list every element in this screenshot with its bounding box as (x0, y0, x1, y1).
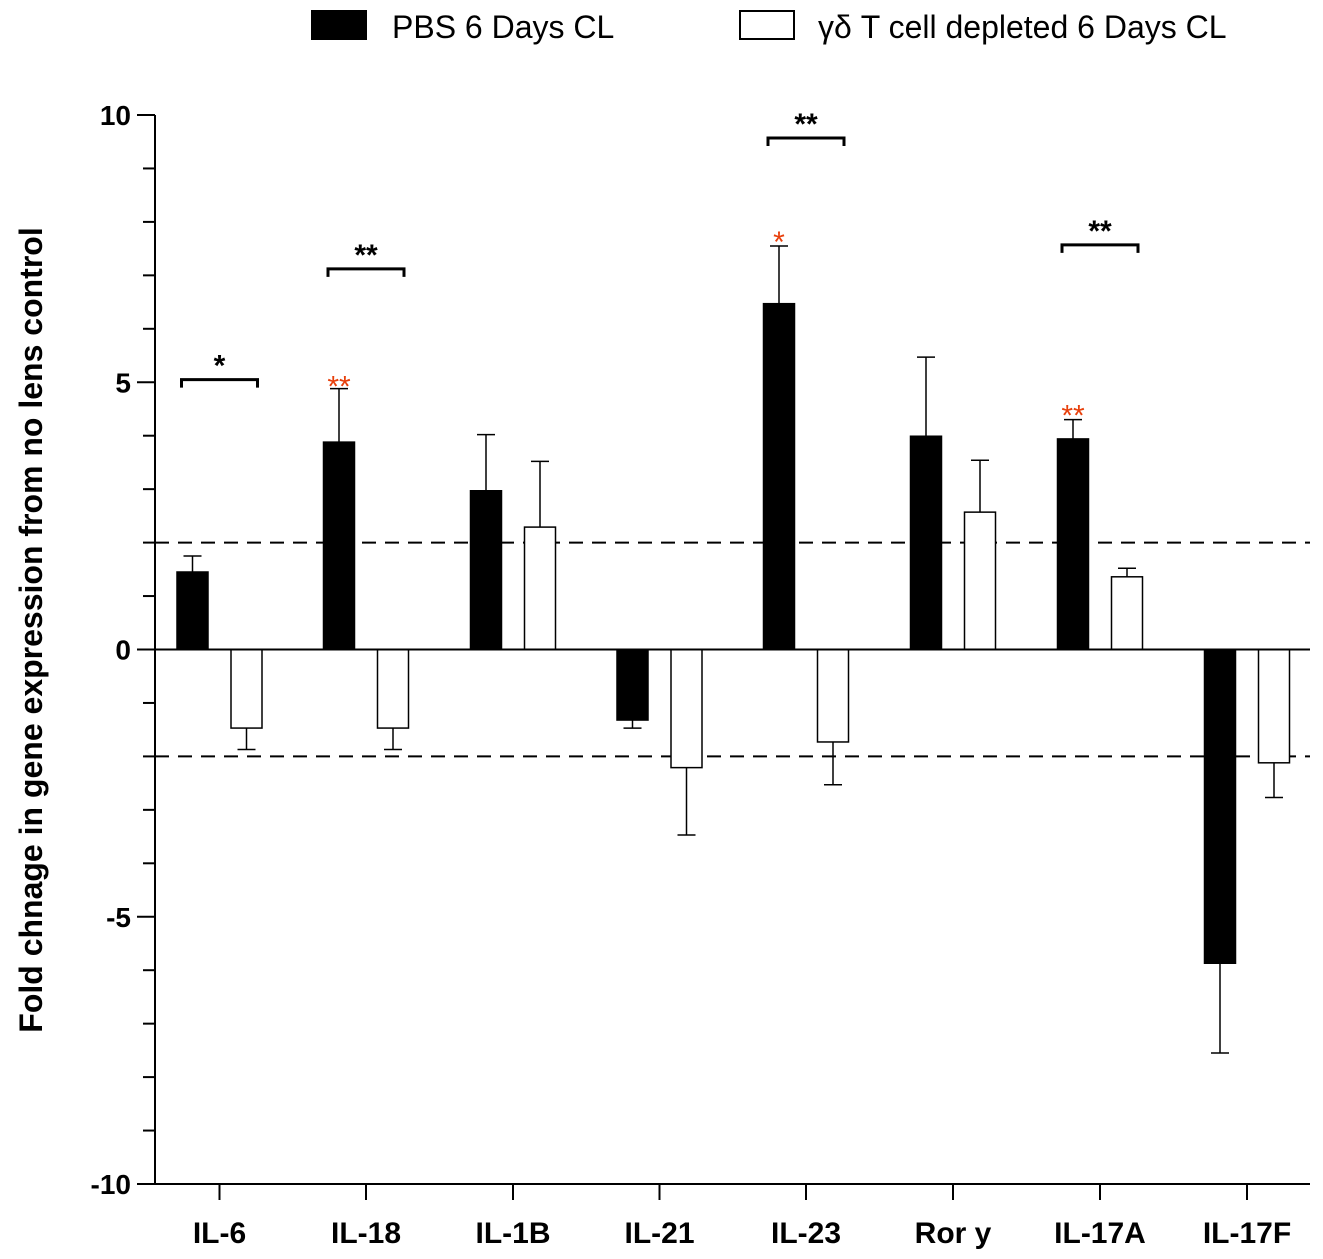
significance-label: ** (1061, 400, 1085, 433)
bar-depleted-4 (816, 648, 850, 743)
significance-bracket-3 (1060, 243, 1140, 253)
bar-depleted-0 (230, 648, 263, 729)
y-tick-label: 5 (115, 367, 131, 398)
legend-label: PBS 6 Days CL (392, 9, 614, 45)
bar-pbs-4 (762, 302, 796, 651)
significance-marks: ************ (180, 108, 1140, 433)
bar-depleted-1 (376, 648, 410, 729)
significance-label: ** (327, 370, 351, 403)
error-bars (183, 245, 1283, 1054)
x-tick-label: IL-23 (771, 1217, 841, 1250)
y-tick-label: -5 (106, 902, 131, 933)
y-tick-label: 0 (115, 635, 131, 666)
bar-depleted-2 (523, 526, 557, 651)
x-tick-label: IL-17F (1203, 1217, 1291, 1250)
significance-label: ** (354, 239, 378, 272)
significance-bracket-0 (180, 378, 259, 388)
significance-label: * (214, 350, 226, 383)
significance-label: ** (1088, 215, 1112, 248)
x-tick-label: IL-17A (1054, 1217, 1146, 1250)
legend-swatch-2 (739, 10, 795, 40)
significance-bracket-2 (766, 136, 846, 146)
legend: PBS 6 Days CL γδ T cell depleted 6 Days C… (311, 9, 1227, 45)
bar-pbs-0 (176, 571, 209, 651)
x-tick-label: IL-21 (624, 1217, 694, 1250)
significance-label: * (773, 226, 785, 259)
y-tick-label: -10 (91, 1169, 131, 1200)
significance-label: ** (794, 108, 818, 141)
bar-pbs-2 (469, 490, 503, 651)
legend-label: γδ T cell depleted 6 Days CL (818, 9, 1227, 45)
x-tick-label: IL-1B (476, 1217, 551, 1250)
bar-depleted-3 (670, 648, 703, 769)
bar-depleted-5 (963, 511, 997, 651)
legend-swatch-1 (311, 10, 367, 40)
bar-pbs-1 (322, 441, 356, 651)
bar-pbs-7 (1203, 648, 1237, 965)
axes: 10 5 0 -5 -10 IL-6 IL-18 IL-1B IL-21 IL-23 Ror y IL… (91, 100, 1310, 1250)
bar-depleted-7 (1257, 648, 1291, 764)
x-tick-label: Ror y (915, 1217, 992, 1250)
bar-pbs-3 (616, 648, 649, 721)
significance-bracket-1 (326, 267, 406, 277)
x-tick-label: IL-6 (193, 1217, 246, 1250)
y-axis-label: Fold chnage in gene expression from no l… (13, 227, 49, 1032)
bar-pbs-5 (909, 435, 943, 651)
bar-depleted-6 (1110, 576, 1144, 651)
bar-pbs-6 (1056, 438, 1090, 651)
x-tick-label: IL-18 (331, 1217, 401, 1250)
y-tick-label: 10 (100, 100, 131, 131)
